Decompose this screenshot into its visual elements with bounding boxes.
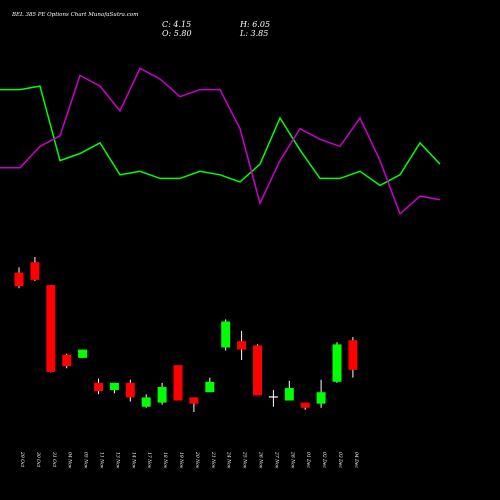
x-tick-label: 04 Dec: [353, 452, 359, 468]
open-label: O: 5.80: [162, 29, 192, 38]
magenta-indicator-line: [0, 67, 441, 216]
indicator-lines: [0, 67, 441, 216]
candle-body: [78, 349, 88, 358]
candle-body: [141, 397, 151, 407]
candle-body: [62, 354, 72, 367]
x-tick-label: 24 Nov: [226, 451, 232, 469]
candle-body: [30, 262, 40, 280]
x-tick-label: 19 Nov: [178, 452, 184, 469]
candle-body: [205, 381, 215, 393]
x-tick-label: 25 Nov: [242, 451, 248, 469]
high-label: H: 6.05: [239, 20, 270, 29]
x-tick-label: 31 Oct: [51, 452, 57, 467]
candle-body: [253, 345, 262, 396]
x-tick-label: 14 Nov: [130, 452, 136, 469]
candle-body: [94, 382, 103, 392]
green-indicator-line: [0, 85, 441, 187]
x-tick-label: 17 Nov: [146, 452, 152, 469]
x-tick-label: 13 Nov: [114, 452, 120, 469]
candle-body: [300, 402, 310, 408]
close-label: C: 4.15: [162, 20, 191, 29]
x-tick-label: 03 Dec: [337, 452, 343, 468]
candle-body: [268, 396, 278, 398]
candle-body: [125, 382, 135, 398]
x-tick-label: 21 Nov: [210, 451, 216, 469]
candle-body: [109, 382, 119, 391]
x-tick-label: 26 Nov: [258, 451, 264, 469]
candle-body: [173, 365, 183, 401]
x-tick-label: 11 Nov: [99, 452, 105, 469]
candle-body: [46, 285, 56, 372]
x-tick-label: 04 Nov: [67, 452, 73, 469]
x-tick-label: 05 Nov: [83, 452, 89, 469]
candlesticks: [14, 257, 358, 412]
candle-body: [157, 387, 167, 403]
x-tick-label: 01 Dec: [305, 452, 311, 468]
x-tick-label: 29 Oct: [19, 451, 25, 467]
candle-body: [189, 397, 199, 404]
candle-body: [332, 344, 342, 382]
x-tick-label: 20 Nov: [194, 451, 200, 469]
x-tick-label: 27 Nov: [273, 451, 279, 469]
candle-body: [348, 340, 358, 370]
candle-body: [237, 341, 247, 350]
candle-body: [14, 272, 24, 287]
x-axis-labels: 29 Oct 30 Oct 31 Oct 04 Nov 05 Nov 11 Nov 13 N…: [19, 451, 359, 469]
low-label: L: 3.85: [239, 29, 268, 38]
candle-body: [221, 321, 231, 348]
candle-body: [284, 388, 294, 401]
chart-title: BEL 385 PE Options Chart MunafaSutra.com: [11, 12, 138, 18]
x-tick-label: 28 Nov: [289, 451, 295, 469]
x-tick-label: 02 Dec: [321, 452, 327, 468]
x-tick-label: 18 Nov: [162, 452, 168, 469]
x-tick-label: 30 Oct: [35, 452, 41, 467]
candle-body: [316, 392, 326, 404]
